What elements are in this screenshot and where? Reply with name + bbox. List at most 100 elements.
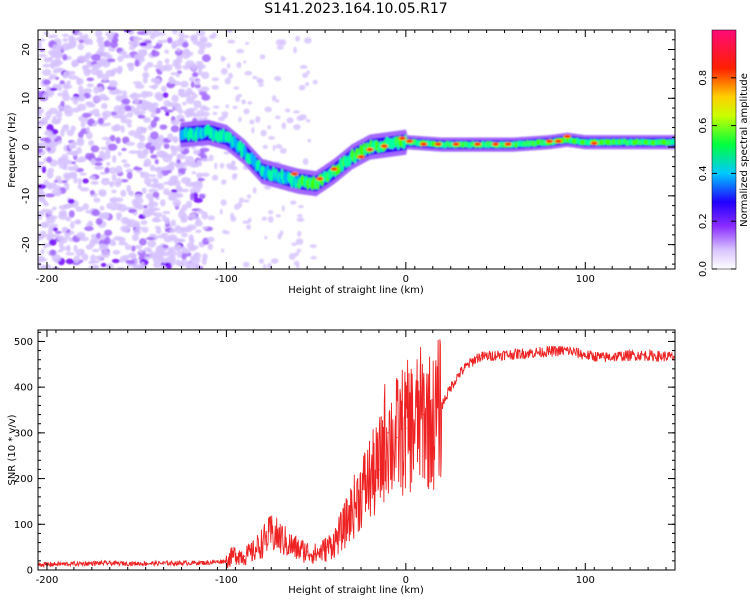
spectrogram-noise-cell: [185, 261, 195, 269]
spectrogram-noise-cell: [257, 79, 264, 84]
spectrogram-noise-cell: [237, 201, 243, 209]
spectrogram-noise-cell: [238, 116, 242, 123]
spectrogram-noise-cell: [40, 197, 46, 203]
spectrogram-noise-cell: [258, 258, 265, 264]
spectrogram-noise-cell: [275, 144, 283, 149]
spectrogram-noise-cell: [137, 93, 143, 98]
spectrogram-noise-cell: [60, 154, 69, 162]
spectrogram-noise-cell: [230, 212, 235, 220]
spectrogram-noise-cell: [77, 184, 82, 189]
spectrogram-noise-cell: [94, 157, 103, 162]
spectrogram-noise-cell: [268, 209, 274, 215]
spectrogram-hotspot-core: [591, 141, 597, 145]
spectrogram-noise-cell: [78, 39, 84, 44]
spectrogram-noise-cell: [178, 88, 186, 93]
spectrogram-noise-cell: [87, 220, 93, 226]
spectrogram-noise-cell: [214, 162, 218, 170]
spectrogram-noise-cell: [154, 140, 161, 149]
spectrogram-noise-cell: [170, 189, 178, 193]
spectrogram-noise-cell: [142, 149, 149, 156]
spectrogram-noise-cell: [175, 245, 183, 251]
spectrogram-noise-cell: [115, 197, 124, 202]
spectrogram-noise-cell: [45, 193, 55, 198]
snr-point: [225, 560, 228, 562]
spectrogram-noise-cell: [112, 155, 117, 163]
spectrogram-noise-cell: [203, 106, 210, 112]
y-tick-label: 0: [27, 566, 33, 577]
spectrogram-noise-cell: [77, 95, 84, 100]
spectrogram-noise-cell: [131, 234, 139, 242]
spectrogram-noise-cell: [181, 252, 187, 260]
colorbar-tick-label: 0.4: [698, 165, 709, 181]
spectrogram-noise-cell: [177, 173, 183, 177]
spectrogram-noise-cell: [55, 110, 63, 118]
spectrogram-noise-cell: [89, 239, 96, 248]
spectrogram-noise-cell: [298, 205, 304, 209]
x-tick-label: 0: [403, 575, 409, 586]
spectrogram-noise-cell: [85, 126, 90, 133]
spectrogram-noise-cell: [166, 83, 176, 87]
spectrogram-noise-cell: [129, 45, 136, 51]
spectrogram-noise-cell: [91, 123, 97, 127]
spectrogram-noise-cell: [121, 159, 128, 164]
spectrogram-hotspot-core: [453, 142, 459, 146]
spectrogram-noise-cell: [109, 134, 116, 142]
snr-point: [494, 354, 497, 356]
spectrogram-noise-cell: [190, 34, 198, 41]
spectrogram-noise-cell: [120, 125, 125, 133]
spectrogram-noise-cell: [310, 256, 317, 260]
spectrogram-noise-cell: [141, 226, 149, 233]
y-tick-label: -20: [21, 236, 32, 252]
spectrogram-noise-cell: [100, 96, 110, 101]
spectrogram-noise-cell: [226, 30, 233, 34]
snr-point: [270, 532, 272, 535]
colorbar-tick-label: 0.2: [698, 213, 709, 229]
spectrogram-noise-cell: [181, 246, 188, 254]
spectrogram-noise-cell: [150, 154, 158, 159]
spectrogram-noise-cell: [146, 102, 155, 110]
spectrogram-noise-cell: [185, 96, 195, 105]
spectrogram-noise-cell: [115, 136, 121, 144]
spectrogram-noise-cell: [46, 146, 51, 152]
spectrogram-noise-cell: [154, 77, 161, 86]
x-tick-label: -100: [215, 274, 238, 285]
spectrogram-noise-cell: [176, 250, 182, 259]
spectrogram-noise-cell: [177, 168, 187, 172]
spectrogram-noise-cell: [186, 242, 195, 249]
spectrogram-noise-cell: [191, 171, 197, 175]
spectrogram-noise-cell: [76, 31, 83, 36]
spectrogram-noise-cell: [57, 92, 64, 97]
spectrogram-noise-cell: [43, 31, 50, 36]
spectrogram-noise-cell: [171, 79, 176, 83]
spectrogram-noise-cell: [120, 216, 129, 225]
spectrogram-hotspot-core: [505, 142, 511, 146]
spectrogram-noise-cell: [212, 111, 218, 115]
spectrogram-noise-cell: [38, 40, 42, 49]
spectrogram-noise-cell: [120, 189, 127, 197]
snr-point: [351, 509, 353, 512]
spectrogram-noise-cell: [82, 88, 93, 94]
spectrogram-noise-cell: [58, 205, 68, 210]
x-tick-label: -200: [36, 274, 59, 285]
snr-frame: [37, 329, 676, 571]
spectrogram-noise-cell: [180, 226, 189, 233]
spectrogram-noise-cell: [91, 53, 101, 62]
spectrogram-noise-cell: [199, 194, 206, 200]
spectrogram-noise-cell: [121, 98, 131, 105]
spectrogram-noise-cell: [85, 101, 94, 106]
spectrogram-noise-cell: [132, 211, 138, 216]
spectrogram-noise-cell: [241, 99, 246, 104]
spectrogram-noise-cell: [148, 188, 159, 193]
spectrogram-noise-cell: [132, 203, 143, 209]
snr-point: [315, 553, 317, 555]
y-tick-label: 400: [14, 383, 33, 394]
spectrogram-noise-cell: [133, 228, 141, 236]
spectrogram-noise-cell: [71, 107, 81, 113]
snr-point: [297, 548, 299, 551]
snr-point: [432, 423, 434, 425]
spectrogram-noise-cell: [252, 75, 258, 80]
spectrogram-ridge-core: [672, 138, 675, 145]
spectrogram-noise-cell: [171, 94, 179, 103]
spectrogram-noise-cell: [84, 57, 89, 63]
spectrogram-noise-cell: [66, 80, 72, 85]
